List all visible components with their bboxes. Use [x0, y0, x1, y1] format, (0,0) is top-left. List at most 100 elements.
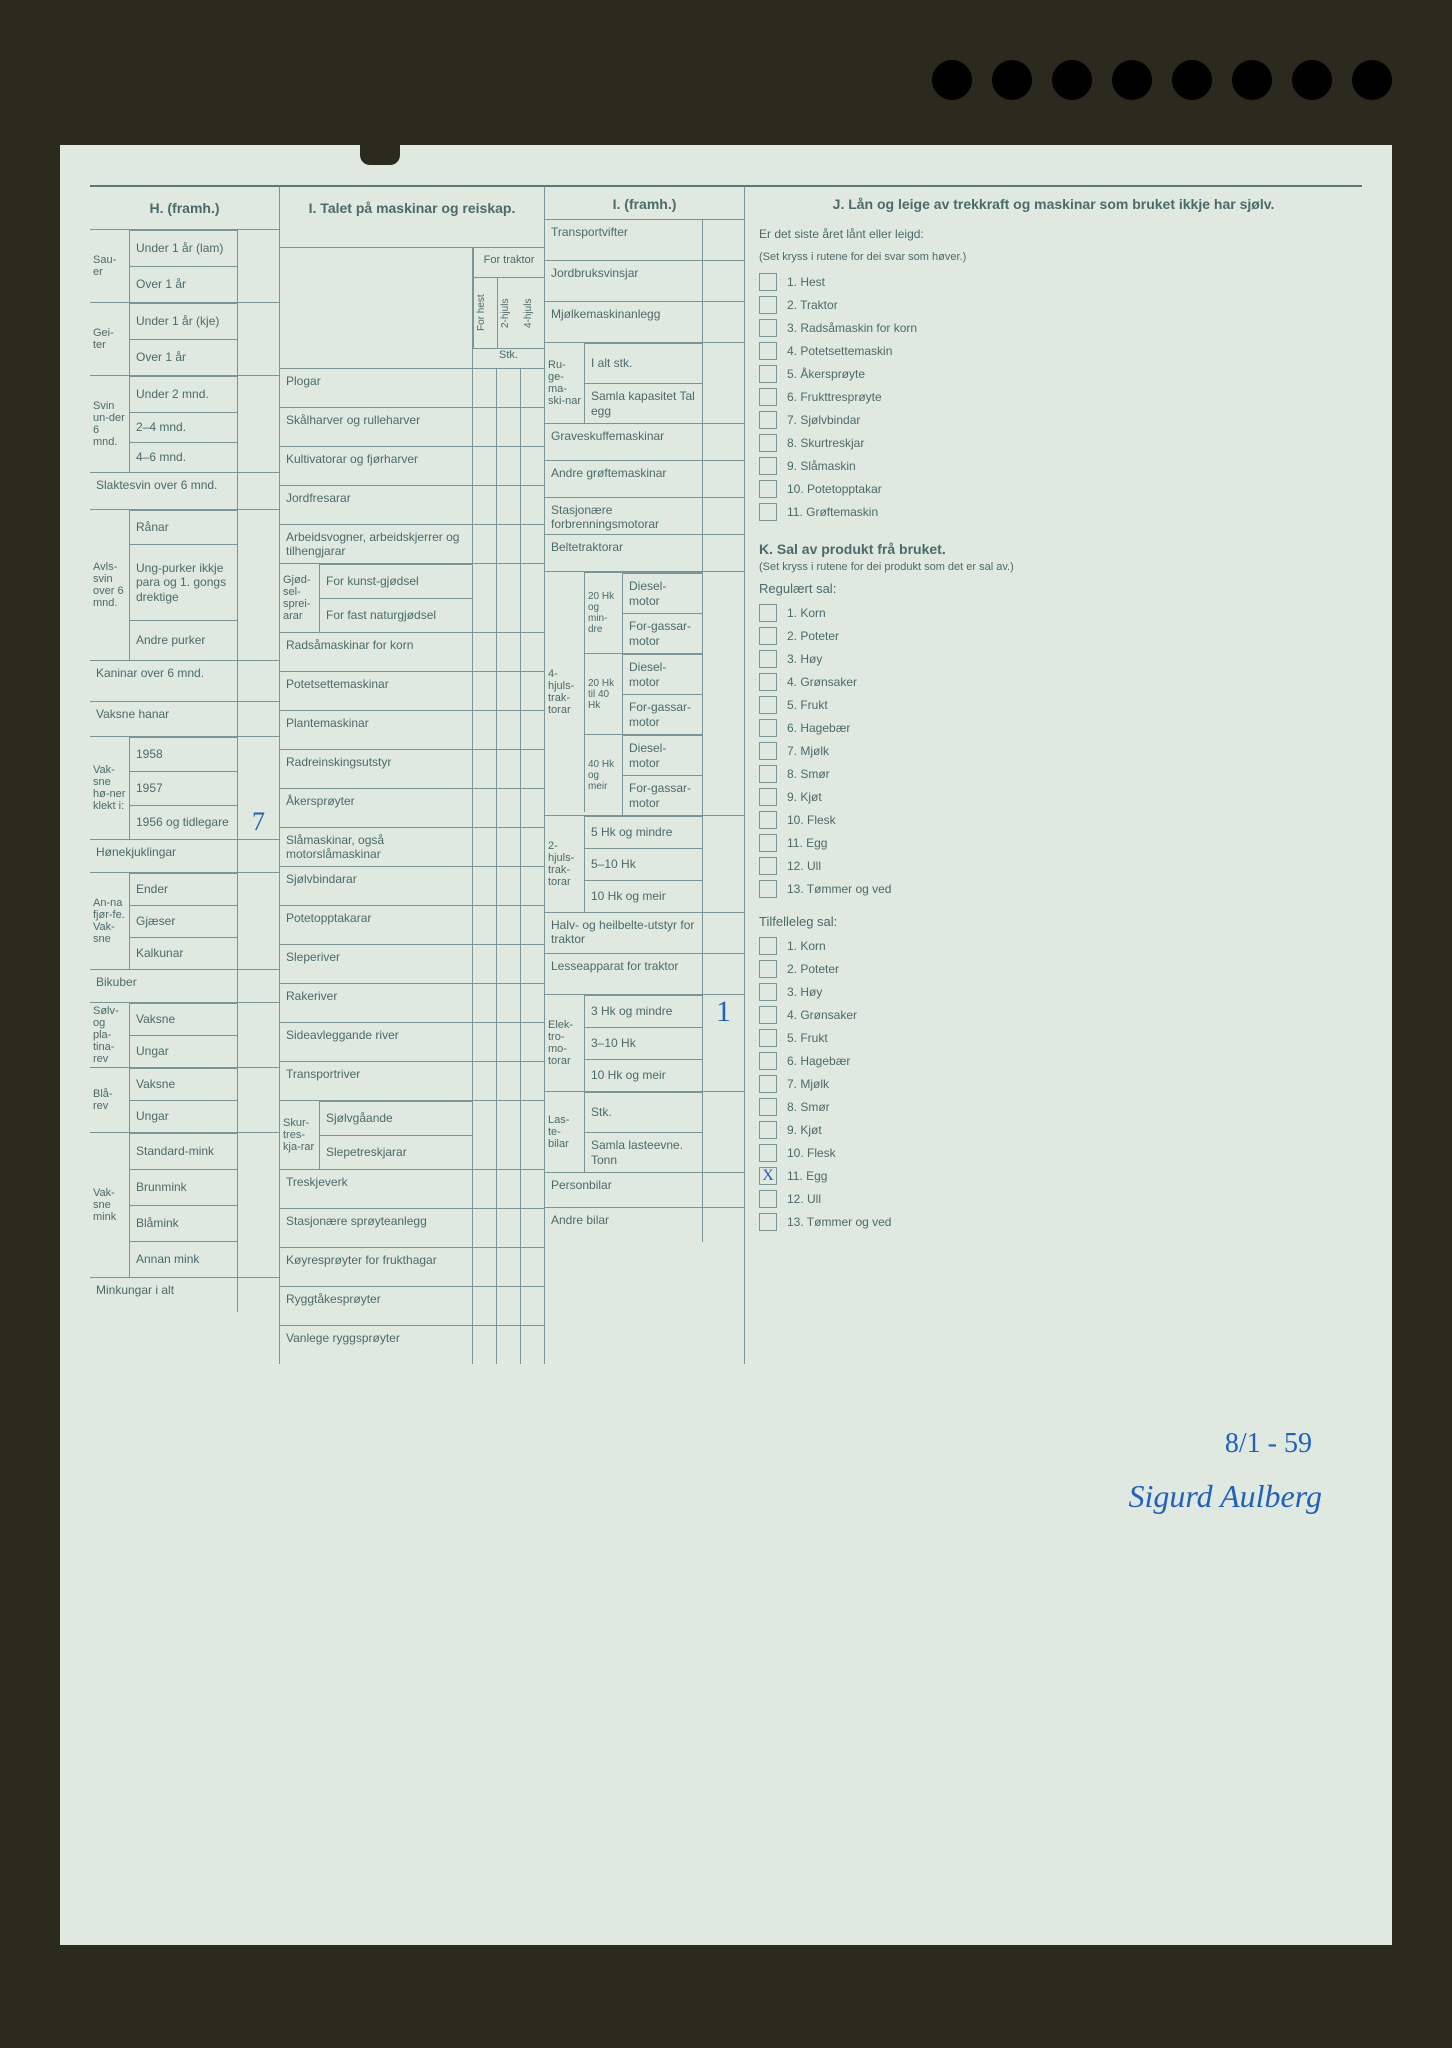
i1-value[interactable] — [520, 369, 544, 407]
i1-value[interactable] — [473, 984, 496, 1022]
j-checkbox[interactable] — [759, 411, 777, 429]
i1-value[interactable] — [496, 1248, 520, 1286]
i1-value[interactable] — [473, 633, 496, 671]
k-reg-checkbox[interactable] — [759, 673, 777, 691]
i1-value[interactable] — [473, 1170, 496, 1208]
h-value[interactable] — [237, 1278, 279, 1312]
i1-value[interactable] — [473, 711, 496, 749]
h-value[interactable] — [237, 873, 279, 969]
i1-value[interactable] — [520, 984, 544, 1022]
i1-value[interactable] — [520, 1101, 544, 1169]
i2-value[interactable]: 1 — [702, 995, 744, 1091]
i1-value[interactable] — [473, 1209, 496, 1247]
k-reg-checkbox[interactable] — [759, 857, 777, 875]
k-reg-checkbox[interactable] — [759, 788, 777, 806]
i1-value[interactable] — [496, 369, 520, 407]
k-tilf-checkbox[interactable] — [759, 1121, 777, 1139]
k-tilf-checkbox[interactable] — [759, 1213, 777, 1231]
i1-value[interactable] — [473, 369, 496, 407]
i1-value[interactable] — [473, 1101, 496, 1169]
i1-value[interactable] — [496, 1170, 520, 1208]
i1-value[interactable] — [496, 1023, 520, 1061]
j-checkbox[interactable] — [759, 319, 777, 337]
k-tilf-checkbox[interactable] — [759, 1098, 777, 1116]
i1-value[interactable] — [473, 750, 496, 788]
i1-value[interactable] — [496, 828, 520, 866]
i1-value[interactable] — [473, 1287, 496, 1325]
j-checkbox[interactable] — [759, 434, 777, 452]
k-reg-checkbox[interactable] — [759, 719, 777, 737]
k-tilf-checkbox[interactable] — [759, 937, 777, 955]
i2-value[interactable] — [702, 302, 744, 342]
i2-value[interactable] — [702, 535, 744, 571]
i1-value[interactable] — [520, 906, 544, 944]
i2-value[interactable] — [702, 461, 744, 497]
i1-value[interactable] — [496, 672, 520, 710]
i1-value[interactable] — [496, 1287, 520, 1325]
i1-value[interactable] — [473, 408, 496, 446]
k-reg-checkbox[interactable] — [759, 742, 777, 760]
j-checkbox[interactable] — [759, 365, 777, 383]
i1-value[interactable] — [520, 945, 544, 983]
i1-value[interactable] — [520, 1209, 544, 1247]
i1-value[interactable] — [520, 1326, 544, 1364]
h-value[interactable] — [237, 1068, 279, 1132]
h-value[interactable] — [237, 473, 279, 509]
j-checkbox[interactable] — [759, 342, 777, 360]
i1-value[interactable] — [473, 564, 496, 632]
i1-value[interactable] — [520, 447, 544, 485]
i1-value[interactable] — [473, 828, 496, 866]
k-reg-checkbox[interactable] — [759, 627, 777, 645]
k-reg-checkbox[interactable] — [759, 834, 777, 852]
i1-value[interactable] — [520, 1287, 544, 1325]
i1-value[interactable] — [520, 750, 544, 788]
i1-value[interactable] — [520, 672, 544, 710]
k-reg-checkbox[interactable] — [759, 880, 777, 898]
j-checkbox[interactable] — [759, 480, 777, 498]
h-value[interactable] — [237, 230, 279, 302]
h-value[interactable] — [237, 510, 279, 660]
i1-value[interactable] — [520, 408, 544, 446]
i1-value[interactable] — [496, 984, 520, 1022]
i1-value[interactable] — [496, 1209, 520, 1247]
i1-value[interactable] — [473, 525, 496, 563]
i1-value[interactable] — [520, 564, 544, 632]
i1-value[interactable] — [520, 1023, 544, 1061]
i2-value[interactable] — [702, 1208, 744, 1242]
i1-value[interactable] — [520, 525, 544, 563]
i1-value[interactable] — [473, 486, 496, 524]
i2-value[interactable] — [702, 1092, 744, 1172]
i1-value[interactable] — [520, 1170, 544, 1208]
j-checkbox[interactable] — [759, 273, 777, 291]
i2-value[interactable] — [702, 572, 744, 815]
i1-value[interactable] — [473, 1326, 496, 1364]
k-tilf-checkbox[interactable] — [759, 1029, 777, 1047]
i1-value[interactable] — [496, 750, 520, 788]
i1-value[interactable] — [473, 1248, 496, 1286]
i1-value[interactable] — [496, 1101, 520, 1169]
j-checkbox[interactable] — [759, 503, 777, 521]
i1-value[interactable] — [473, 867, 496, 905]
k-reg-checkbox[interactable] — [759, 811, 777, 829]
h-value[interactable] — [237, 840, 279, 872]
i1-value[interactable] — [520, 486, 544, 524]
i2-value[interactable] — [702, 261, 744, 301]
i2-value[interactable] — [702, 498, 744, 534]
h-value[interactable] — [237, 1003, 279, 1067]
i1-value[interactable] — [520, 867, 544, 905]
k-tilf-checkbox[interactable] — [759, 1144, 777, 1162]
k-tilf-checkbox[interactable] — [759, 1190, 777, 1208]
i1-value[interactable] — [473, 1062, 496, 1100]
i1-value[interactable] — [473, 447, 496, 485]
i1-value[interactable] — [496, 867, 520, 905]
k-reg-checkbox[interactable] — [759, 604, 777, 622]
j-checkbox[interactable] — [759, 388, 777, 406]
i1-value[interactable] — [496, 1062, 520, 1100]
i2-value[interactable] — [702, 816, 744, 912]
i1-value[interactable] — [496, 945, 520, 983]
j-checkbox[interactable] — [759, 457, 777, 475]
h-value[interactable] — [237, 661, 279, 701]
i1-value[interactable] — [496, 633, 520, 671]
i1-value[interactable] — [473, 906, 496, 944]
k-tilf-checkbox[interactable] — [759, 1075, 777, 1093]
